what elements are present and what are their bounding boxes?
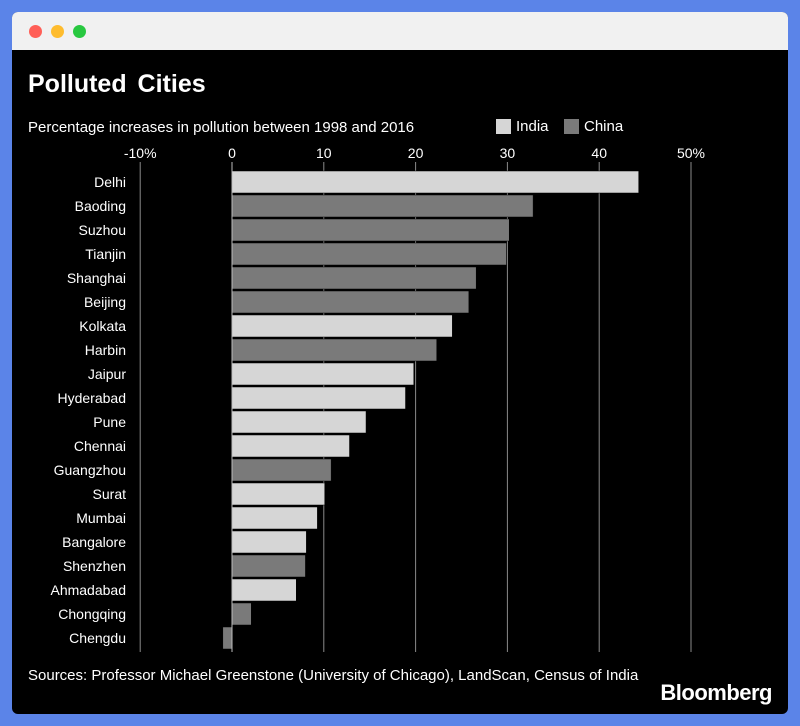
- minimize-window-button[interactable]: [51, 25, 64, 38]
- bar-hyderabad: [231, 386, 406, 410]
- bar-bangalore: [231, 530, 307, 554]
- zoom-window-button[interactable]: [73, 25, 86, 38]
- bar-pune: [231, 410, 367, 434]
- category-label-jaipur: Jaipur: [88, 366, 126, 382]
- bar-surat: [231, 482, 325, 506]
- window-titlebar: [12, 12, 788, 50]
- category-label-mumbai: Mumbai: [76, 510, 126, 526]
- bar-jaipur: [231, 362, 415, 386]
- bar-suzhou: [231, 218, 510, 242]
- bar-chongqing: [231, 602, 252, 626]
- bar-mumbai: [231, 506, 318, 530]
- category-label-kolkata: Kolkata: [79, 318, 126, 334]
- bar-beijing: [231, 290, 470, 314]
- category-label-pune: Pune: [93, 414, 126, 430]
- x-tick-label-0: 0: [228, 145, 236, 161]
- bar-shenzhen: [231, 554, 306, 578]
- legend-label-china: China: [584, 118, 624, 135]
- category-label-beijing: Beijing: [84, 294, 126, 310]
- legend-label-india: India: [516, 118, 549, 135]
- bloomberg-logo: Bloomberg: [660, 680, 772, 705]
- app-window: Polluted Cities Percentage increases in …: [12, 12, 788, 714]
- bar-tianjin: [231, 242, 507, 266]
- category-label-chongqing: Chongqing: [58, 606, 126, 622]
- bar-chennai: [231, 434, 350, 458]
- x-tick-label-40: 40: [591, 145, 607, 161]
- bar-ahmadabad: [231, 578, 297, 602]
- bar-chart: -10% 0 10 20 30 40 50% Delhi Baoding Suzhou Tianji…: [50, 145, 705, 652]
- category-label-shenzhen: Shenzhen: [63, 558, 126, 574]
- bar-kolkata: [231, 314, 453, 338]
- category-label-chengdu: Chengdu: [69, 630, 126, 646]
- x-tick-label--10: -10%: [124, 145, 157, 161]
- bar-shanghai: [231, 266, 477, 290]
- chart-title: Polluted Cities: [28, 70, 206, 98]
- chart-subtitle: Percentage increases in pollution betwee…: [28, 119, 415, 136]
- bar-baoding: [231, 194, 534, 218]
- source-note: Sources: Professor Michael Greenstone (U…: [28, 667, 639, 684]
- bar-harbin: [231, 338, 437, 362]
- category-label-ahmadabad: Ahmadabad: [50, 582, 126, 598]
- category-label-surat: Surat: [93, 486, 127, 502]
- x-tick-label-30: 30: [500, 145, 516, 161]
- category-label-suzhou: Suzhou: [79, 222, 126, 238]
- x-tick-label-10: 10: [316, 145, 332, 161]
- category-label-delhi: Delhi: [94, 174, 126, 190]
- x-tick-label-20: 20: [408, 145, 424, 161]
- category-label-chennai: Chennai: [74, 438, 126, 454]
- legend-swatch-china: [564, 119, 579, 134]
- bar-delhi: [231, 170, 639, 194]
- x-tick-label-50: 50%: [677, 145, 705, 161]
- category-label-shanghai: Shanghai: [67, 270, 126, 286]
- bar-guangzhou: [231, 458, 332, 482]
- category-label-baoding: Baoding: [75, 198, 126, 214]
- close-window-button[interactable]: [29, 25, 42, 38]
- category-label-bangalore: Bangalore: [62, 534, 126, 550]
- category-label-hyderabad: Hyderabad: [58, 390, 127, 406]
- legend-swatch-india: [496, 119, 511, 134]
- category-label-tianjin: Tianjin: [85, 246, 126, 262]
- bar-chengdu: [222, 626, 233, 650]
- category-label-harbin: Harbin: [85, 342, 126, 358]
- category-label-guangzhou: Guangzhou: [54, 462, 126, 478]
